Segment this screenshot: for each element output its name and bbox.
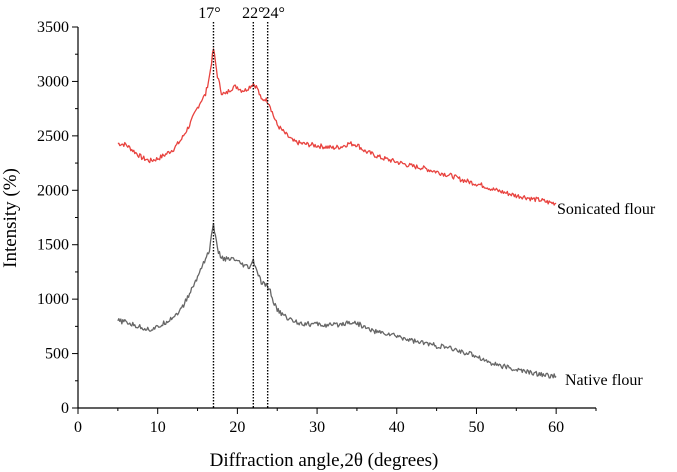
axes-layer: 0 10 20 30 40 50 60 0 500 1000 1500 2000 2500 3000 350… — [37, 19, 597, 436]
annotation-label: 22° — [242, 5, 264, 22]
x-tick-label: 40 — [389, 419, 405, 436]
y-tick-label: 3000 — [37, 73, 69, 90]
y-tick-label: 2500 — [37, 128, 69, 145]
x-axis-title: Diffraction angle,2θ (degrees) — [210, 450, 439, 471]
annotation-label: 17° — [198, 5, 220, 22]
x-tick-label: 60 — [548, 419, 564, 436]
series-label-native: Native flour — [565, 372, 643, 389]
y-tick-label: 0 — [61, 400, 69, 417]
y-axis-title: Intensity (%) — [0, 168, 21, 268]
y-tick-label: 1000 — [37, 291, 69, 308]
x-tick-label: 30 — [309, 419, 325, 436]
y-tick-label: 2000 — [37, 182, 69, 199]
series-line-sonicated-flour — [117, 48, 557, 206]
y-tick-label: 1500 — [37, 237, 69, 254]
x-tick-label: 10 — [150, 419, 166, 436]
series-line-native-flour — [117, 222, 557, 379]
series-label-sonicated: Sonicated flour — [557, 201, 656, 218]
annotation-label: 24° — [262, 5, 284, 22]
x-tick-label: 20 — [229, 419, 245, 436]
y-tick-label: 3500 — [37, 19, 69, 36]
series-layer — [117, 48, 557, 379]
annotation-layer: 17° 22°24° — [198, 5, 285, 408]
x-tick-label: 0 — [74, 419, 82, 436]
y-tick-label: 500 — [45, 346, 69, 363]
x-tick-label: 50 — [468, 419, 484, 436]
